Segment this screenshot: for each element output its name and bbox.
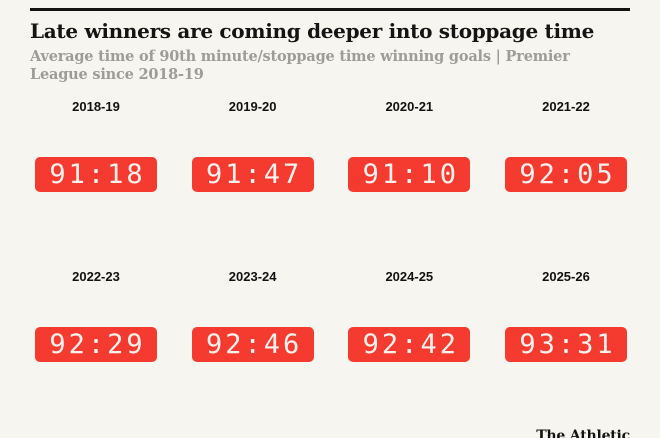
clock-value-badge: 92:29: [35, 327, 157, 363]
season-label: 2023-24: [228, 269, 277, 285]
season-label: 2022-23: [72, 269, 120, 285]
clock-grid-row-2: 2022-23 92:29 2023-24 92:46 2024-25 92:4…: [30, 269, 632, 363]
season-cell-2021-22: 2021-22 92:05: [500, 99, 632, 193]
season-cell-2019-20: 2019-20 91:47: [187, 99, 319, 193]
clock-value-badge: 92:05: [504, 157, 627, 193]
footer: The Athletic: [30, 425, 630, 438]
season-label: 2021-22: [542, 99, 590, 115]
clock-grid-row-1: 2018-19 91:18 2019-20 91:47 2020-21 91:1…: [30, 99, 632, 193]
clock-grid: 2018-19 91:18 2019-20 91:47 2020-21 91:1…: [30, 99, 632, 363]
page-subtitle: Average time of 90th minute/stoppage tim…: [30, 48, 570, 84]
brand-wordmark: The Athletic: [536, 428, 630, 438]
season-cell-2025-26: 2025-26 93:31: [500, 269, 632, 363]
season-cell-2023-24: 2023-24 92:46: [187, 269, 319, 363]
season-cell-2018-19: 2018-19 91:18: [30, 99, 162, 193]
infographic-card: Late winners are coming deeper into stop…: [0, 8, 660, 438]
top-rule-divider: [30, 8, 630, 11]
clock-value-badge: 92:46: [191, 327, 314, 363]
season-cell-2024-25: 2024-25 92:42: [343, 269, 475, 363]
season-cell-2022-23: 2022-23 92:29: [30, 269, 162, 363]
season-cell-2020-21: 2020-21 91:10: [343, 99, 475, 193]
page-title: Late winners are coming deeper into stop…: [30, 19, 595, 43]
clock-value-badge: 92:42: [348, 327, 471, 363]
clock-value-badge: 91:47: [191, 157, 314, 193]
clock-value-badge: 91:18: [35, 157, 157, 193]
season-label: 2020-21: [385, 99, 434, 115]
clock-value-badge: 93:31: [504, 327, 627, 363]
season-label: 2025-26: [542, 269, 590, 285]
clock-value-badge: 91:10: [348, 157, 471, 193]
season-label: 2024-25: [385, 269, 434, 285]
season-label: 2018-19: [72, 99, 120, 115]
season-label: 2019-20: [228, 99, 277, 115]
